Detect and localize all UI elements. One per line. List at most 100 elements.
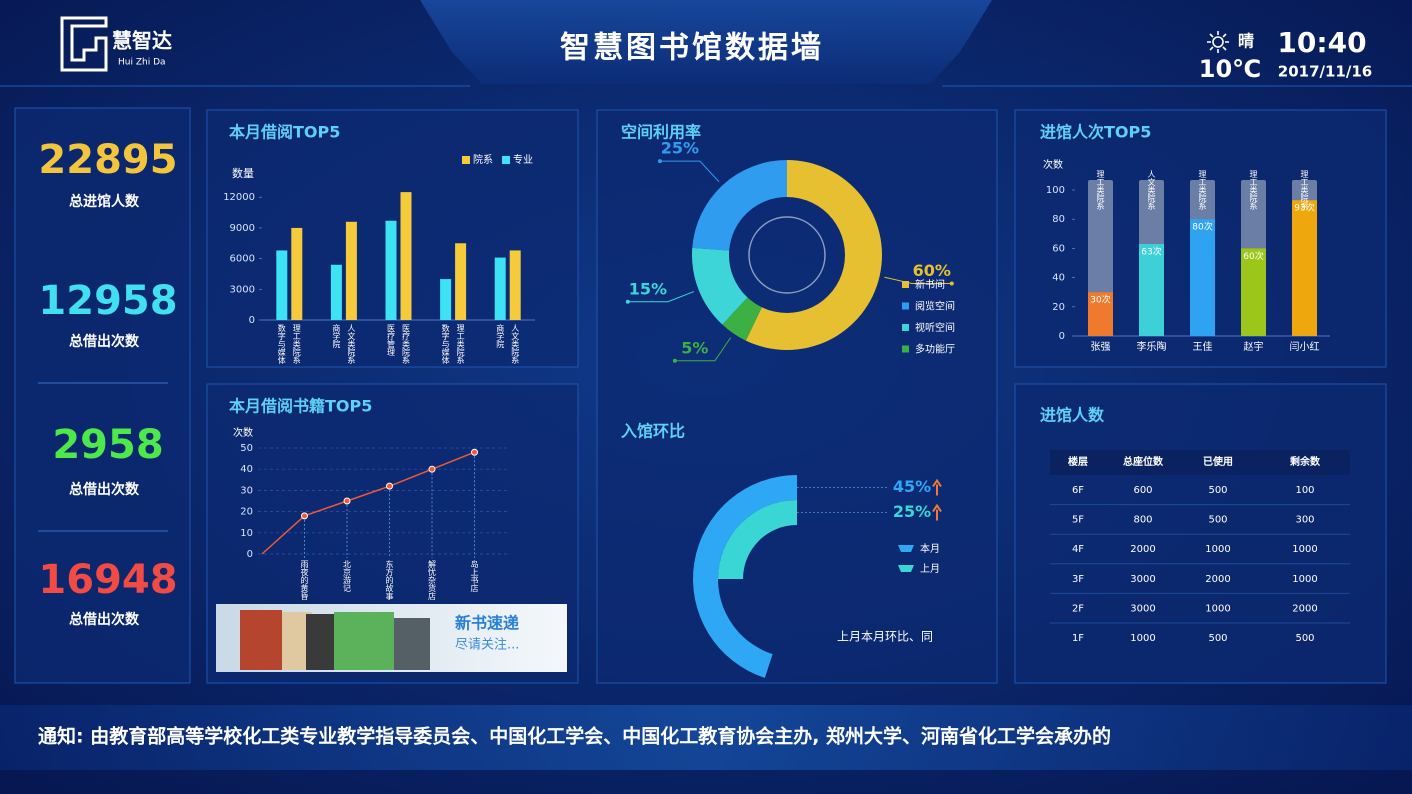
value-label: 60次 [1243, 250, 1263, 262]
point [471, 448, 478, 456]
legend-label: 院系 [473, 153, 493, 166]
logo-icon [60, 16, 108, 72]
leader-line [674, 337, 732, 362]
bar [1139, 244, 1164, 336]
cell: 3000 [1130, 603, 1155, 614]
temperature: 10℃ [1199, 55, 1261, 83]
banner-title: 新书速递 [455, 614, 519, 633]
column-header: 已使用 [1203, 455, 1233, 468]
bar [1241, 248, 1266, 336]
table-header-band [1050, 450, 1350, 475]
x-tick-label: 医疗类院系 [402, 324, 411, 364]
legend-swatch [898, 565, 914, 572]
up-arrow [932, 503, 942, 521]
value-label: 93次 [1294, 202, 1314, 214]
legend-label: 专业 [513, 153, 533, 166]
bar [291, 227, 303, 320]
leader-line [659, 160, 720, 183]
y-tick-label: 50 [240, 443, 253, 454]
bar [1292, 200, 1317, 336]
value-label: 80次 [1192, 221, 1212, 233]
x-tick-label: 数字与媒体 [441, 323, 450, 365]
notice: 通知: 由教育部高等学校化工类专业教学指导委员会、中国化工学会、中国化工教育协会… [38, 725, 1111, 748]
cell: 800 [1133, 515, 1152, 526]
leader-dot [625, 299, 630, 304]
y-tick-label: 12000 [223, 192, 255, 203]
y-tick-label: 3000 [230, 284, 255, 295]
y-tick-label: 40 [1052, 273, 1065, 284]
clock-time: 10:40 [1277, 26, 1366, 59]
leader-line [627, 291, 695, 303]
panel-title: 本月借阅TOP5 [229, 123, 340, 142]
value-label: 60% [913, 261, 951, 280]
y-tick-label: 40 [240, 464, 253, 475]
leader-dot [657, 159, 662, 164]
page-title: 智慧图书馆数据墙 [560, 31, 824, 66]
column-header: 总座位数 [1123, 455, 1164, 468]
x-tick-label: 理工类院系 [292, 324, 301, 364]
x-tick-label: 商学院 [332, 323, 341, 349]
date: 2017/11/16 [1278, 63, 1372, 81]
value-label: 30次 [1090, 294, 1110, 306]
value-label: 5% [681, 338, 708, 357]
x-tick-label: 人文类院系 [347, 324, 356, 364]
group-label: 理工类院系 [1096, 170, 1105, 210]
y-tick-label: 20 [240, 507, 253, 518]
donut-slice [745, 160, 883, 351]
legend-swatch [902, 345, 909, 353]
cell: 2F [1072, 603, 1084, 614]
x-tick-label: 人文类院系 [511, 324, 520, 364]
legend-swatch [902, 281, 909, 288]
donut-slice [692, 160, 787, 251]
y-tick-label: 20 [1052, 302, 1065, 313]
cell: 4F [1072, 544, 1084, 555]
y-tick-label: 6000 [230, 254, 255, 265]
cell: 6F [1072, 485, 1084, 496]
bar [509, 250, 521, 320]
stat-label: 总借出次数 [69, 333, 140, 350]
y-tick-label: 80 [1052, 214, 1065, 225]
line-series [261, 451, 475, 555]
cell: 3F [1072, 574, 1084, 585]
cell: 1000 [1205, 603, 1230, 614]
value-label: 45% [893, 477, 931, 496]
cell: 2000 [1292, 603, 1317, 614]
y-tick-label: 60 [1052, 243, 1065, 254]
value-label: 25% [661, 139, 699, 158]
x-tick-label: 解忧杂货店 [428, 559, 437, 601]
x-tick-label: 雨夜的黄昏 [300, 560, 309, 601]
group-label: 理工类院系 [1249, 170, 1258, 210]
x-tick-label: 张强 [1091, 341, 1111, 353]
stat-label: 总借出次数 [69, 481, 140, 498]
x-tick-label: 岛上书店 [470, 559, 479, 593]
group-label: 理工类院系 [1198, 170, 1207, 210]
value-label: 15% [629, 279, 667, 298]
x-tick-label: 闫小红 [1290, 340, 1320, 353]
legend-label: 阅览空间 [915, 300, 955, 313]
legend-label: 上月 [920, 563, 940, 575]
group-label: 人文类院系 [1147, 170, 1156, 210]
cell: 5F [1072, 515, 1084, 526]
y-tick-label: 9000 [230, 223, 255, 234]
inner-ring [748, 216, 826, 294]
value-label: 63次 [1141, 246, 1161, 258]
cell: 1000 [1292, 544, 1317, 555]
header-band [420, 0, 992, 84]
legend-swatch [898, 545, 914, 552]
x-tick-label: 理工类院系 [456, 324, 465, 364]
bar [455, 243, 467, 320]
y-tick-label: 0 [249, 315, 255, 326]
y-tick-label: 30 [240, 485, 253, 496]
cell: 100 [1295, 485, 1314, 496]
cell: 600 [1133, 485, 1152, 496]
bar [400, 192, 412, 320]
cell: 1F [1072, 633, 1084, 644]
cell: 1000 [1205, 544, 1230, 555]
column-header: 剩余数 [1290, 455, 1321, 468]
y-tick-label: 10 [240, 528, 253, 539]
panel-title: 入馆环比 [621, 422, 685, 441]
x-tick-label: 赵宇 [1244, 340, 1264, 353]
legend-swatch [902, 324, 909, 331]
point [428, 465, 436, 473]
point [386, 482, 393, 490]
